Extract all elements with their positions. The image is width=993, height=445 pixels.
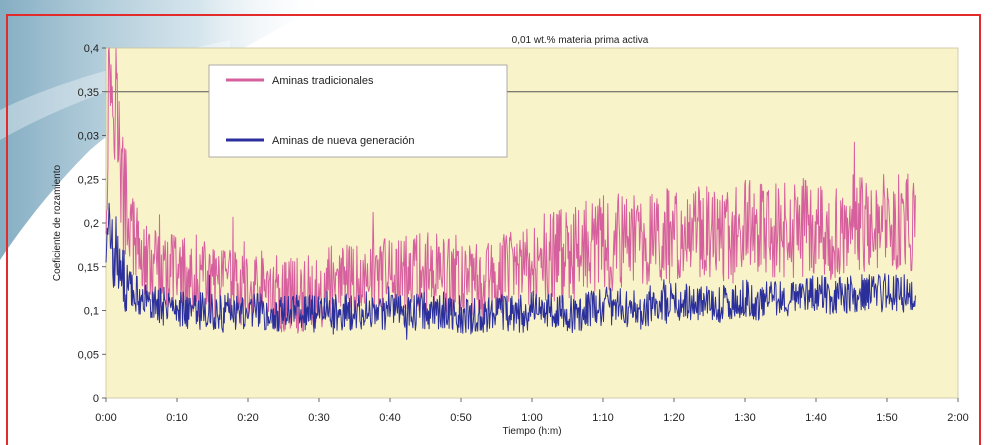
- x-tick-label: 1:00: [521, 412, 542, 424]
- x-axis: 0:00 0:10 0:20 0:30 0:40 0:50 1:00 1:10 1:20 1:30…: [95, 398, 968, 424]
- x-tick-label: 1:30: [734, 412, 755, 424]
- legend-label-traditional: Aminas tradicionales: [272, 75, 374, 87]
- y-tick-label: 0,03: [78, 131, 99, 143]
- y-tick-label: 0,35: [78, 87, 99, 99]
- y-tick-label: 0,05: [78, 349, 99, 361]
- chart-title: 0,01 wt.% materia prima activa: [512, 35, 649, 46]
- legend-label-new-generation: Aminas de nueva generación: [272, 135, 414, 147]
- y-tick-label: 0,2: [84, 218, 99, 230]
- y-tick-label: 0,1: [84, 306, 99, 318]
- legend: Aminas tradicionales Aminas de nueva gen…: [209, 65, 507, 157]
- x-tick-label: 0:20: [237, 412, 258, 424]
- x-tick-label: 0:00: [95, 412, 116, 424]
- y-tick-label: 0: [93, 393, 99, 405]
- x-tick-label: 0:30: [308, 412, 329, 424]
- y-tick-label: 0,4: [84, 43, 99, 55]
- y-axis: 0 0,05 0,1 0,15 0,2 0,25 0,03 0,35 0,4: [78, 43, 106, 405]
- x-tick-label: 2:00: [947, 412, 968, 424]
- x-tick-label: 1:40: [805, 412, 826, 424]
- y-axis-title: Coeficiente de rozamiento: [52, 164, 63, 281]
- x-tick-label: 1:20: [663, 412, 684, 424]
- y-tick-label: 0,15: [78, 262, 99, 274]
- x-tick-label: 0:10: [166, 412, 187, 424]
- x-tick-label: 0:40: [379, 412, 400, 424]
- y-tick-label: 0,25: [78, 174, 99, 186]
- x-tick-label: 1:50: [876, 412, 897, 424]
- x-axis-title: Tiempo (h:m): [502, 426, 561, 437]
- x-tick-label: 1:10: [592, 412, 613, 424]
- x-tick-label: 0:50: [450, 412, 471, 424]
